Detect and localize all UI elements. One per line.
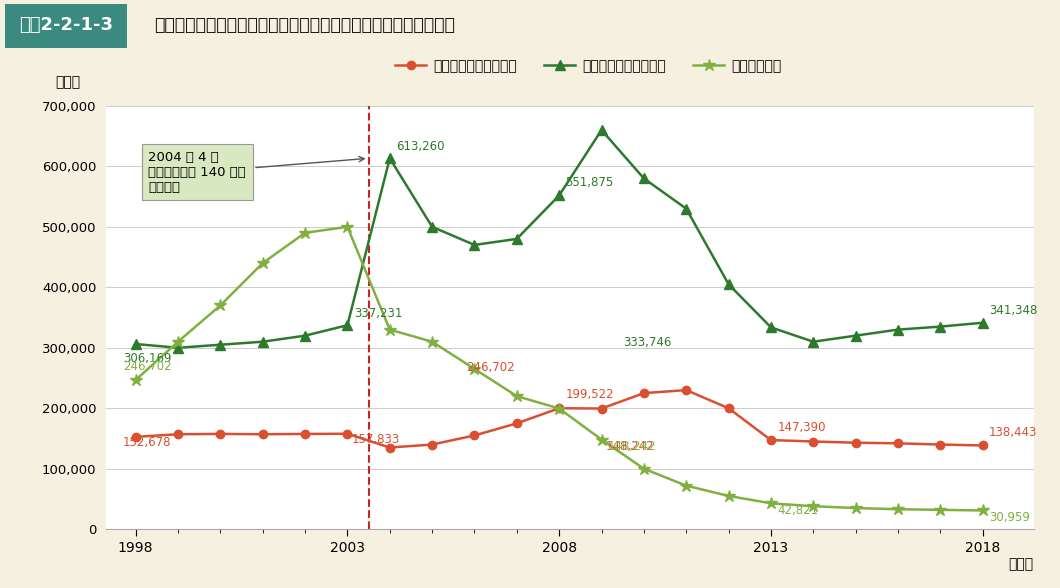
- Text: 148,242: 148,242: [607, 440, 656, 453]
- 〔簡裁〕民事通常訴訟: [637, 175, 650, 182]
- Text: 306,169: 306,169: [123, 352, 172, 365]
- Legend: 〔地裁〕民事通常訴訟, 〔簡裁〕民事通常訴訟, 〔簡裁〕調停: 〔地裁〕民事通常訴訟, 〔簡裁〕民事通常訴訟, 〔簡裁〕調停: [390, 54, 787, 79]
- 〔地裁〕民事通常訴訟: [679, 386, 692, 393]
- 〔地裁〕民事通常訴訟: [172, 431, 184, 438]
- Text: 333,746: 333,746: [622, 336, 671, 349]
- Text: 42,821: 42,821: [777, 503, 818, 517]
- 〔地裁〕民事通常訴訟: [214, 430, 227, 437]
- Text: 199,522: 199,522: [566, 388, 614, 401]
- 〔簡裁〕調停: [214, 302, 227, 309]
- Text: 資料2-2-1-3: 資料2-2-1-3: [19, 16, 112, 34]
- Text: 2004 年 4 月
簡裁事物管轄 140 万円
人訴移管: 2004 年 4 月 簡裁事物管轄 140 万円 人訴移管: [148, 151, 365, 194]
- 〔簡裁〕調停: [511, 393, 524, 400]
- 〔地裁〕民事通常訴訟: [341, 430, 354, 437]
- 〔地裁〕民事通常訴訟: [384, 444, 396, 451]
- 〔地裁〕民事通常訴訟: [976, 442, 989, 449]
- 〔簡裁〕調停: [891, 506, 904, 513]
- Text: 138,443: 138,443: [989, 426, 1038, 439]
- 〔簡裁〕民事通常訴訟: [426, 223, 439, 230]
- 〔地裁〕民事通常訴訟: [807, 438, 819, 445]
- 〔地裁〕民事通常訴訟: [891, 440, 904, 447]
- 〔簡裁〕民事通常訴訟: [553, 192, 566, 199]
- 〔地裁〕民事通常訴訟: [934, 441, 947, 448]
- 〔簡裁〕民事通常訴訟: [129, 340, 142, 348]
- Text: 551,875: 551,875: [566, 176, 614, 189]
- 〔簡裁〕民事通常訴訟: [214, 341, 227, 348]
- 〔地裁〕民事通常訴訟: [129, 433, 142, 440]
- Bar: [5, 4, 127, 48]
- 〔簡裁〕調停: [595, 436, 607, 443]
- 〔簡裁〕民事通常訴訟: [469, 242, 481, 249]
- 〔地裁〕民事通常訴訟: [722, 405, 735, 412]
- Text: 152,678: 152,678: [123, 436, 172, 449]
- 〔簡裁〕調停: [384, 326, 396, 333]
- 〔地裁〕民事通常訴訟: [553, 405, 566, 412]
- 〔簡裁〕民事通常訴訟: [595, 126, 607, 133]
- 〔簡裁〕調停: [637, 465, 650, 472]
- 〔簡裁〕民事通常訴訟: [764, 324, 777, 331]
- Text: 246,702: 246,702: [123, 360, 172, 373]
- 〔簡裁〕調停: [722, 492, 735, 499]
- Text: 30,959: 30,959: [989, 511, 1030, 524]
- 〔地裁〕民事通常訴訟: [426, 441, 439, 448]
- 〔簡裁〕民事通常訴訟: [976, 319, 989, 326]
- 〔簡裁〕民事通常訴訟: [722, 280, 735, 288]
- 〔簡裁〕民事通常訴訟: [891, 326, 904, 333]
- 〔簡裁〕民事通常訴訟: [172, 344, 184, 351]
- Line: 〔地裁〕民事通常訴訟: 〔地裁〕民事通常訴訟: [131, 386, 987, 452]
- 〔地裁〕民事通常訴訟: [299, 430, 312, 437]
- Text: 148,242: 148,242: [605, 440, 654, 453]
- 〔簡裁〕調停: [679, 482, 692, 489]
- 〔簡裁〕調停: [553, 405, 566, 412]
- 〔簡裁〕調停: [849, 505, 862, 512]
- 〔簡裁〕調停: [299, 229, 312, 236]
- 〔簡裁〕調停: [172, 338, 184, 345]
- Text: 147,390: 147,390: [777, 421, 826, 434]
- 〔簡裁〕調停: [976, 507, 989, 514]
- 〔簡裁〕調停: [426, 338, 439, 345]
- Text: 337,231: 337,231: [354, 308, 402, 320]
- Text: 民事第一審通常訴訟新受件数の推移（地方裁判所・簡易裁判所）: 民事第一審通常訴訟新受件数の推移（地方裁判所・簡易裁判所）: [154, 16, 455, 34]
- 〔簡裁〕民事通常訴訟: [849, 332, 862, 339]
- 〔簡裁〕調停: [764, 500, 777, 507]
- Text: （件）: （件）: [55, 75, 81, 89]
- 〔簡裁〕調停: [807, 503, 819, 510]
- 〔地裁〕民事通常訴訟: [469, 432, 481, 439]
- Text: 613,260: 613,260: [396, 141, 444, 153]
- 〔地裁〕民事通常訴訟: [595, 405, 607, 412]
- 〔簡裁〕調停: [129, 376, 142, 383]
- Line: 〔簡裁〕民事通常訴訟: 〔簡裁〕民事通常訴訟: [130, 125, 988, 353]
- 〔地裁〕民事通常訴訟: [764, 436, 777, 443]
- 〔簡裁〕民事通常訴訟: [511, 235, 524, 242]
- Text: 246,702: 246,702: [466, 361, 514, 374]
- 〔簡裁〕民事通常訴訟: [934, 323, 947, 330]
- 〔簡裁〕民事通常訴訟: [257, 338, 269, 345]
- 〔地裁〕民事通常訴訟: [511, 420, 524, 427]
- Text: 157,833: 157,833: [352, 433, 400, 446]
- Text: 341,348: 341,348: [989, 304, 1038, 317]
- 〔簡裁〕調停: [469, 365, 481, 372]
- 〔簡裁〕民事通常訴訟: [384, 155, 396, 162]
- Line: 〔簡裁〕調停: 〔簡裁〕調停: [129, 220, 989, 517]
- 〔地裁〕民事通常訴訟: [257, 431, 269, 438]
- 〔簡裁〕調停: [934, 506, 947, 513]
- 〔地裁〕民事通常訴訟: [849, 439, 862, 446]
- Text: （年）: （年）: [1008, 557, 1034, 571]
- 〔地裁〕民事通常訴訟: [637, 390, 650, 397]
- 〔簡裁〕民事通常訴訟: [299, 332, 312, 339]
- 〔簡裁〕調停: [341, 223, 354, 230]
- 〔簡裁〕民事通常訴訟: [679, 205, 692, 212]
- 〔簡裁〕民事通常訴訟: [341, 322, 354, 329]
- 〔簡裁〕調停: [257, 259, 269, 266]
- 〔簡裁〕民事通常訴訟: [807, 338, 819, 345]
